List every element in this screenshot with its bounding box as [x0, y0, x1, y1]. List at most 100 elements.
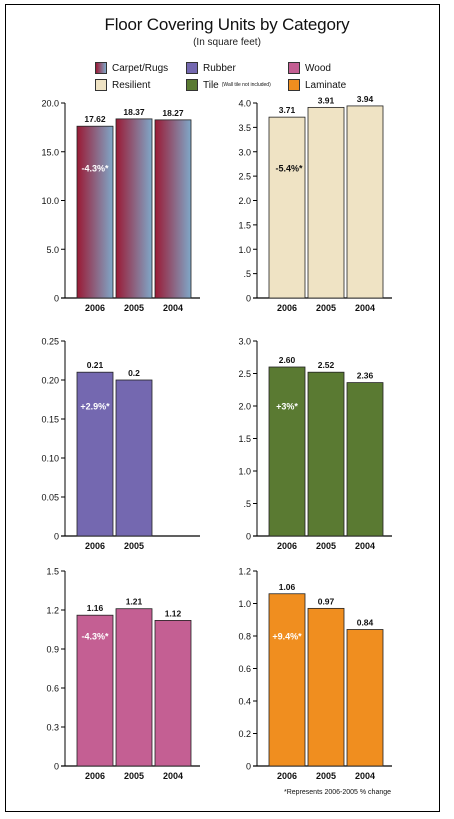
- wood-category-label-2006: 2006: [85, 771, 105, 781]
- legend-swatch-rubber: [186, 62, 198, 74]
- laminate-change-annotation: +9.4%*: [272, 631, 302, 641]
- wood-category-label-2004: 2004: [163, 771, 183, 781]
- wood-bar-2006: [76, 614, 114, 767]
- resilient-y-tick-label: 2.5: [238, 172, 251, 182]
- carpet-rugs-y-tick-label: 20.0: [41, 99, 59, 109]
- tile-y-tick-label: 1.5: [238, 434, 251, 444]
- carpet-rugs-y-tick-label: 10.0: [41, 196, 59, 206]
- laminate-bar-2005: [307, 607, 345, 767]
- legend-label-resilient: Resilient: [112, 79, 151, 91]
- legend-item-laminate: Laminate: [288, 78, 346, 92]
- laminate-y-tick-label: 0.4: [238, 697, 251, 707]
- legend-item-wood: Wood: [288, 61, 331, 75]
- tile-y-tick-label: 0: [246, 532, 251, 542]
- wood-category-label-2005: 2005: [124, 771, 144, 781]
- chart-wood: 0 0.3 0.6 0.9 1.2 1.5 1.16 2006 1.21 2005 1.12 2004…: [46, 567, 200, 781]
- laminate-y-tick-label: 0.6: [238, 664, 251, 674]
- wood-y-tick-label: 0.6: [46, 684, 59, 694]
- legend-swatch-tile: [186, 79, 198, 91]
- laminate-y-tick-label: 1.0: [238, 599, 251, 609]
- legend-label-laminate: Laminate: [305, 79, 347, 91]
- wood-y-tick-label: 0.9: [46, 645, 59, 655]
- resilient-bar-2005: [307, 106, 345, 299]
- resilient-y-tick-label: 0: [246, 294, 251, 304]
- tile-bar-2004: [346, 382, 384, 537]
- wood-y-tick-label: 0: [54, 762, 59, 772]
- laminate-category-label-2005: 2005: [316, 771, 336, 781]
- carpet-rugs-bar-2004: [154, 119, 192, 299]
- laminate-value-label-2004: 0.84: [357, 618, 374, 628]
- laminate-y-tick-label: 0: [246, 762, 251, 772]
- tile-category-label-2005: 2005: [316, 541, 336, 551]
- wood-change-annotation: -4.3%*: [81, 631, 109, 641]
- laminate-value-label-2006: 1.06: [279, 582, 296, 592]
- resilient-bar-2006: [268, 116, 306, 299]
- legend-note-tile: (Wall tile not included): [221, 82, 271, 88]
- tile-value-label-2004: 2.36: [357, 371, 374, 381]
- legend-swatch-carpet-rugs: [95, 62, 107, 74]
- tile-category-label-2006: 2006: [277, 541, 297, 551]
- resilient-y-tick-label: 3.0: [238, 147, 251, 157]
- laminate-value-label-2005: 0.97: [318, 596, 335, 606]
- legend-label-rubber: Rubber: [203, 62, 236, 74]
- laminate-y-tick-label: 0.8: [238, 632, 251, 642]
- resilient-y-tick-label: 1.0: [238, 245, 251, 255]
- legend-swatch-laminate: [288, 79, 300, 91]
- rubber-y-tick-label: 0.05: [41, 493, 59, 503]
- rubber-category-label-2005: 2005: [124, 541, 144, 551]
- tile-change-annotation: +3%*: [276, 401, 298, 411]
- chart-carpet-rugs: 0 5.0 10.0 15.0 20.0 17.62 2006 18.37 2005 18.27 2…: [41, 99, 200, 313]
- tile-value-label-2006: 2.60: [279, 355, 296, 365]
- legend-item-carpet-rugs: Carpet/Rugs: [95, 61, 168, 75]
- chart-rubber: 0 0.05 0.10 0.15 0.20 0.25 0.21 2006 0.2 2005 +2.9…: [41, 337, 200, 551]
- carpet-rugs-y-tick-label: 5.0: [46, 245, 59, 255]
- tile-y-tick-label: 1.0: [238, 467, 251, 477]
- legend-label-tile: Tile: [203, 79, 219, 91]
- resilient-y-tick-label: 3.5: [238, 123, 251, 133]
- legend-label-carpet-rugs: Carpet/Rugs: [112, 62, 169, 74]
- chart-laminate: 0 0.2 0.4 0.6 0.8 1.0 1.2 1.06 2006 0.97 2005 0.84 2…: [238, 567, 392, 781]
- rubber-bar-2005: [115, 379, 153, 537]
- resilient-category-label-2005: 2005: [316, 303, 336, 313]
- legend-item-rubber: Rubber: [186, 61, 236, 75]
- chart-title: Floor Covering Units by Category: [104, 15, 350, 34]
- tile-value-label-2005: 2.52: [318, 360, 335, 370]
- tile-y-tick-label: 2.0: [238, 402, 251, 412]
- legend-swatch-resilient: [95, 79, 107, 91]
- legend-label-wood: Wood: [305, 62, 331, 74]
- wood-y-tick-label: 1.5: [46, 567, 59, 577]
- chart-resilient: 0 .5 1.0 1.5 2.0 2.5 3.0 3.5 4.0 3.71 2006 3.91 2005…: [238, 94, 392, 313]
- chart-tile: 0 .5 1.0 1.5 2.0 2.5 3.0 2.60 2006 2.52 2005 2.36 20…: [238, 337, 392, 551]
- rubber-value-label-2005: 0.2: [128, 368, 140, 378]
- carpet-rugs-category-label-2006: 2006: [85, 303, 105, 313]
- resilient-value-label-2004: 3.94: [357, 94, 374, 104]
- tile-y-tick-label: .5: [243, 499, 251, 509]
- resilient-value-label-2005: 3.91: [318, 95, 335, 105]
- carpet-rugs-change-annotation: -4.3%*: [81, 163, 109, 173]
- footnote: *Represents 2006-2005 % change: [284, 789, 392, 796]
- resilient-y-tick-label: .5: [243, 269, 251, 279]
- wood-value-label-2004: 1.12: [165, 608, 182, 618]
- tile-y-tick-label: 3.0: [238, 337, 251, 347]
- wood-value-label-2006: 1.16: [87, 603, 104, 613]
- carpet-rugs-value-label-2004: 18.27: [162, 108, 184, 118]
- carpet-rugs-y-tick-label: 0: [54, 294, 59, 304]
- rubber-y-tick-label: 0.15: [41, 415, 59, 425]
- tile-y-tick-label: 2.5: [238, 369, 251, 379]
- resilient-value-label-2006: 3.71: [279, 105, 296, 115]
- legend-swatch-wood: [288, 62, 300, 74]
- resilient-category-label-2004: 2004: [355, 303, 375, 313]
- resilient-bar-2004: [346, 105, 384, 299]
- carpet-rugs-bar-2006: [76, 125, 114, 299]
- resilient-change-annotation: -5.4%*: [275, 163, 303, 173]
- rubber-bar-2006: [76, 371, 114, 537]
- laminate-bar-2004: [346, 629, 384, 767]
- carpet-rugs-value-label-2005: 18.37: [123, 107, 145, 117]
- carpet-rugs-category-label-2005: 2005: [124, 303, 144, 313]
- laminate-category-label-2006: 2006: [277, 771, 297, 781]
- tile-bar-2005: [307, 371, 345, 537]
- chart-subtitle: (In square feet): [193, 37, 261, 48]
- carpet-rugs-bar-2005: [115, 118, 153, 299]
- wood-y-tick-label: 0.3: [46, 723, 59, 733]
- rubber-y-tick-label: 0.20: [41, 376, 59, 386]
